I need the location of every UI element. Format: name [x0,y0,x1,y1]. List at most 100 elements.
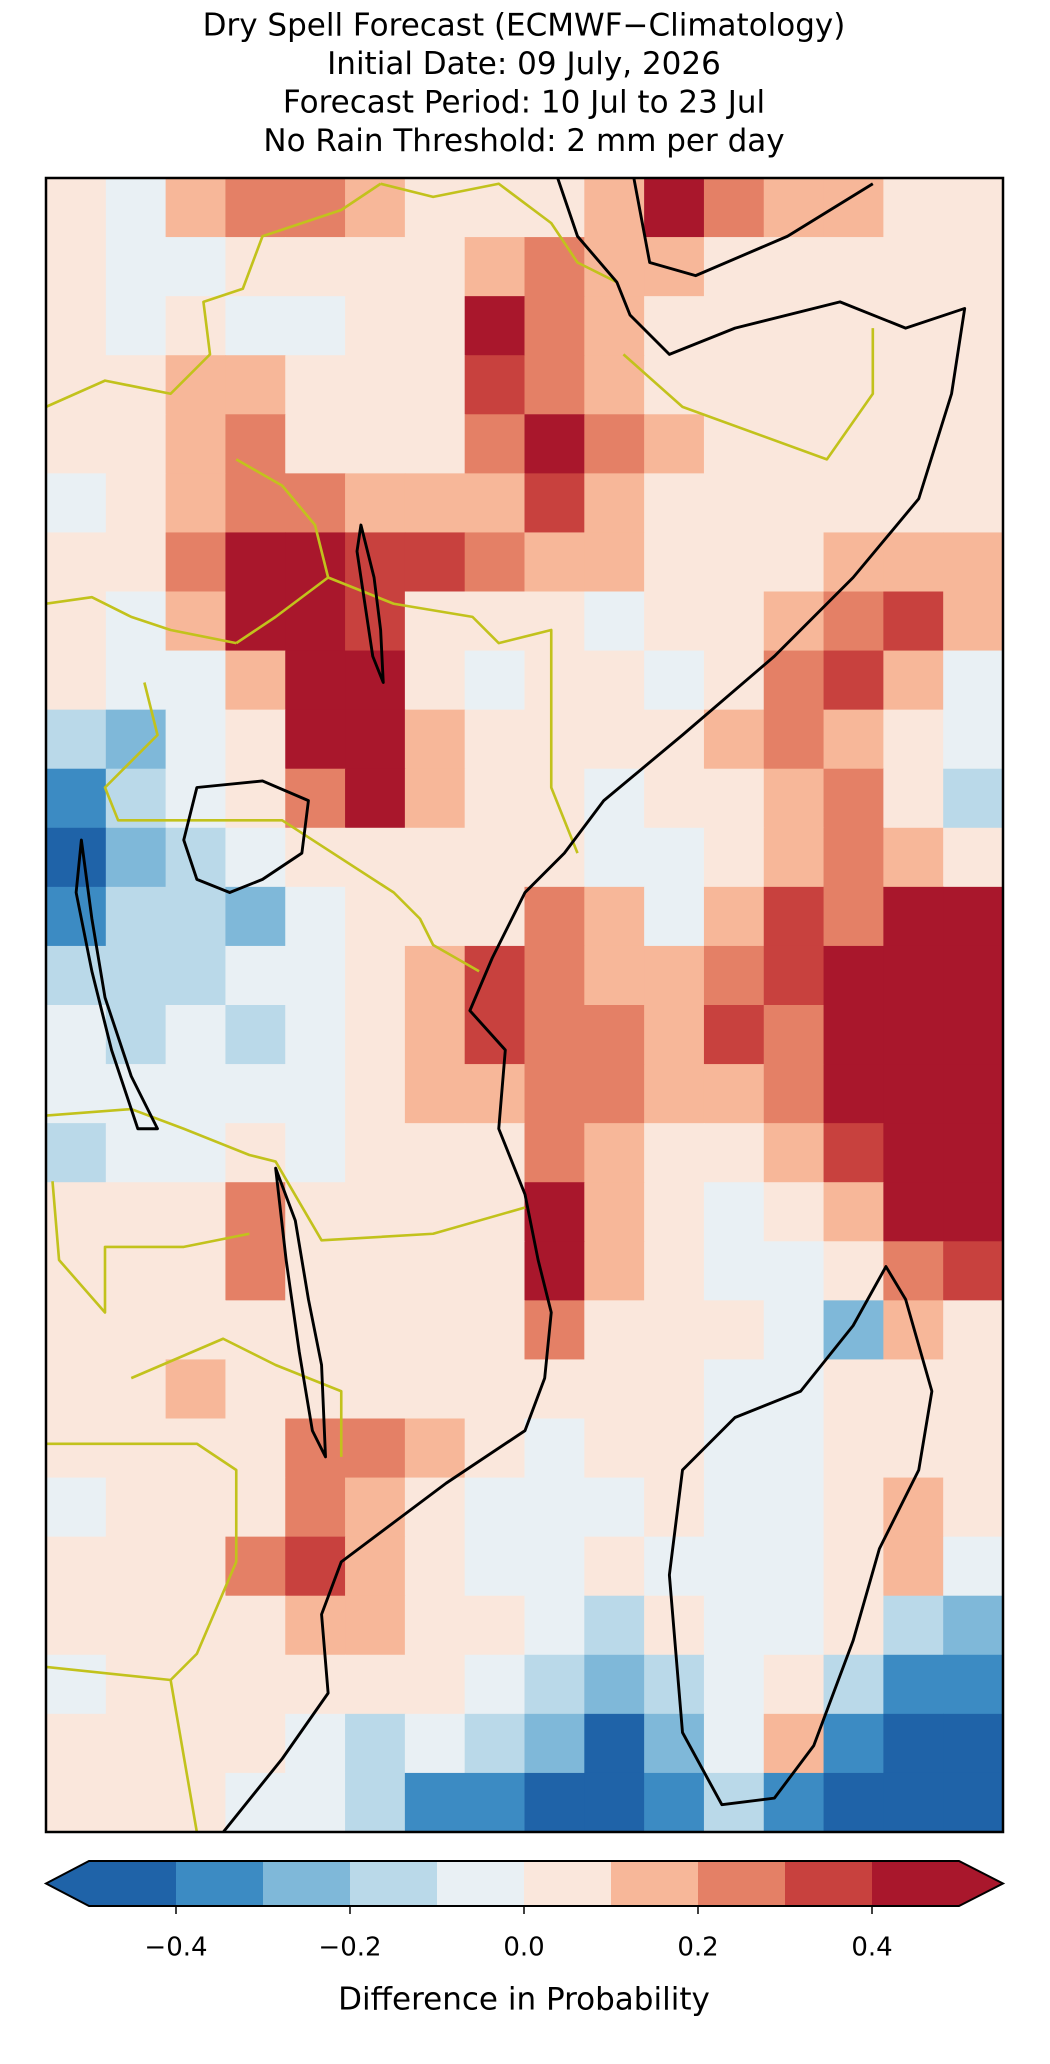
grid-cell [225,1359,286,1420]
grid-cell [883,1064,944,1124]
grid-cell [225,1064,286,1124]
grid-cell [225,1595,286,1656]
grid-cell [584,1123,645,1183]
grid-cell [823,945,884,1006]
grid-cell [225,591,286,652]
grid-cell [285,768,346,829]
grid-cell [105,886,167,947]
grid-cell [285,178,346,238]
grid-cell [524,1064,585,1124]
grid-cell [105,1477,167,1538]
grid-cell [943,886,1003,947]
grid-cell [644,768,705,829]
grid-cell [105,1182,167,1242]
grid-cell [46,473,107,534]
grid-cell [404,414,466,474]
grid-cell [46,1418,107,1479]
grid-cell [823,414,884,474]
grid-cell [165,1182,227,1242]
grid-cell [165,1359,227,1420]
grid-cell [943,945,1003,1006]
grid-cell [46,1477,107,1538]
grid-cell [883,532,944,593]
grid-cell [105,1536,167,1597]
grid-cell [584,1241,645,1301]
grid-cell [584,473,645,534]
grid-cell [763,355,825,415]
grid-cell [46,178,107,238]
grid-cell [584,1418,645,1479]
grid-cell [763,1064,825,1124]
grid-cell [464,355,526,415]
grid-cell [763,414,825,474]
grid-cell [345,1477,406,1538]
grid-cell [345,1300,406,1361]
grid-cell [943,827,1003,888]
grid-cell [105,1713,167,1774]
grid-cell [464,1300,526,1361]
grid-cell [524,1005,585,1065]
grid-cell [644,1123,705,1183]
grid-cell [165,1418,227,1479]
grid-cell [165,650,227,711]
grid-cell [644,414,705,474]
grid-cell [883,1182,944,1242]
grid-cell [165,355,227,415]
colorbar-swatch [437,1861,525,1906]
colorbar-tick-label: 0.0 [503,1933,544,1963]
grid-cell [464,768,526,829]
grid-cell [105,1300,167,1361]
grid-cell [823,827,884,888]
grid-cell [464,1064,526,1124]
grid-cell [823,650,884,711]
grid-cell [345,827,406,888]
grid-cell [644,945,705,1006]
colorbar-swatch [785,1861,873,1906]
grid-cell [823,473,884,534]
grid-cell [763,178,825,238]
grid-cell [943,414,1003,474]
grid-cell [883,1123,944,1183]
grid-cell [225,296,286,356]
grid-cell [105,1064,167,1124]
grid-cell [345,709,406,770]
grid-cell [943,1241,1003,1301]
grid-cell [285,532,346,593]
grid-cell [644,296,705,356]
grid-cell [584,945,645,1006]
grid-cell [165,532,227,593]
grid-cell [763,886,825,947]
grid-cell [584,886,645,947]
lake-malawi [274,1166,327,1459]
grid-cell [703,709,765,770]
grid-cell [105,1241,167,1301]
colorbar-label: Difference in Probability [338,1982,710,2018]
grid-cell [404,768,466,829]
grid-cell [345,1359,406,1420]
grid-cell [883,945,944,1006]
grid-cell [943,296,1003,356]
grid-cell [285,1418,346,1479]
grid-cell [883,650,944,711]
grid-cell [524,237,585,297]
grid-cell [524,296,585,356]
grid-cell [524,1595,585,1656]
grid-cell [464,591,526,652]
grid-cell [165,1536,227,1597]
grid-cell [943,591,1003,652]
grid-cell [703,650,765,711]
grid-cell [345,1418,406,1479]
grid-cell [165,709,227,770]
grid-cell [883,1241,944,1301]
colorbar-tick-label: −0.4 [144,1933,207,1963]
grid-cell [105,532,167,593]
grid-cell [105,1595,167,1656]
grid-cell [703,1241,765,1301]
grid-cell [644,1241,705,1301]
grid-cell [703,945,765,1006]
grid-cell [524,886,585,947]
grid-cell [404,1300,466,1361]
grid-cell [46,1654,107,1715]
grid-cell [404,650,466,711]
grid-cell [345,1123,406,1183]
